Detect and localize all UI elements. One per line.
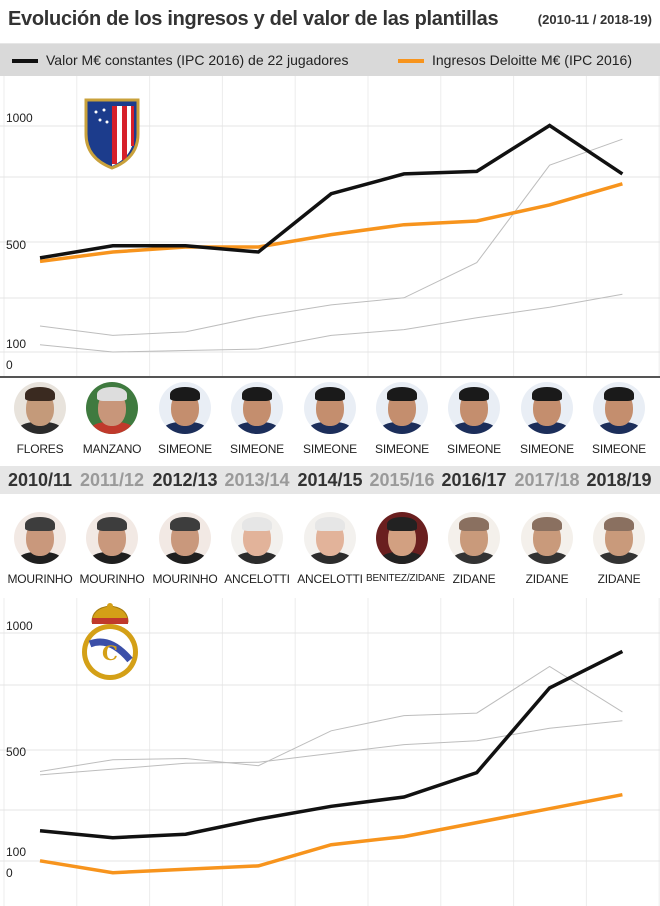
coach-photo-icon [304, 382, 356, 434]
atletico-series-1-line [39, 123, 624, 260]
legend-value-swatch [12, 59, 38, 63]
svg-text:C: C [102, 641, 118, 665]
real-madrid-crest-icon: C [82, 603, 138, 680]
coach-name: ZIDANE [452, 572, 496, 586]
seasons-row: 2010/11 2011/12 2012/13 2013/14 2014/15 2015/… [0, 466, 660, 494]
coach-photo-icon [521, 512, 573, 564]
coach-name: FLORES [16, 442, 64, 456]
coach-name: ANCELOTTI [224, 572, 290, 586]
coach-photo-icon [448, 382, 500, 434]
coach-name: ANCELOTTI [297, 572, 363, 586]
atletico-madrid-crest-icon [84, 98, 140, 170]
atletico-coach-1: FLORES [4, 382, 76, 456]
coach-photo-icon [376, 382, 428, 434]
coach-name: SIMEONE [158, 442, 212, 456]
coach-name: SIMEONE [375, 442, 429, 456]
coach-photo-icon [593, 512, 645, 564]
realmadrid-series-3-line [39, 665, 623, 772]
realmadrid-coach-7: ZIDANE [438, 512, 510, 586]
realmadrid-y-tick-0: 0 [6, 866, 13, 880]
realmadrid-coach-8: ZIDANE [511, 512, 583, 586]
coach-name: SIMEONE [520, 442, 574, 456]
coach-photo-icon [231, 382, 283, 434]
top-divider [0, 376, 660, 378]
atletico-coach-5: SIMEONE [294, 382, 366, 456]
legend: Valor M€ constantes (IPC 2016) de 22 jug… [0, 44, 660, 76]
coach-photo-icon [14, 512, 66, 564]
coach-name: SIMEONE [230, 442, 284, 456]
atletico-y-tick-0: 0 [6, 358, 13, 372]
atletico-coach-4: SIMEONE [221, 382, 293, 456]
realmadrid-chart-svg [0, 598, 660, 906]
chart-subtitle: (2010-11 / 2018-19) [537, 12, 652, 27]
season-label: 2016/17 [441, 470, 507, 490]
chart-title: Evolución de los ingresos y del valor de… [8, 8, 499, 30]
season-label: 2013/14 [224, 470, 290, 490]
season-label: 2012/13 [152, 470, 218, 490]
atletico-y-tick-100: 100 [6, 337, 27, 351]
coach-photo-icon [231, 512, 283, 564]
realmadrid-series-2-line [39, 792, 623, 875]
season-label: 2015/16 [369, 470, 435, 490]
atletico-coach-6: SIMEONE [366, 382, 438, 456]
coach-photo-icon [376, 512, 428, 564]
coach-photo-icon [304, 512, 356, 564]
atletico-coach-8: SIMEONE [511, 382, 583, 456]
realmadrid-y-tick-1000: 1000 [6, 619, 33, 633]
coach-photo-icon [159, 382, 211, 434]
atletico-coach-9: SIMEONE [583, 382, 655, 456]
coach-photo-icon [86, 382, 138, 434]
atletico-chart: 1000 500 100 0 [0, 76, 660, 376]
coach-photo-icon [159, 512, 211, 564]
season-label: 2018/19 [586, 470, 652, 490]
coach-name: ZIDANE [525, 572, 569, 586]
season-label: 2014/15 [297, 470, 363, 490]
realmadrid-coach-2: MOURINHO [76, 512, 148, 586]
realmadrid-chart: 1000 500 100 0 C [0, 598, 660, 906]
season-label: 2011/12 [79, 470, 145, 490]
atletico-coach-7: SIMEONE [438, 382, 510, 456]
coach-photo-icon [448, 512, 500, 564]
atletico-series-3-line [39, 138, 623, 336]
atletico-y-tick-500: 500 [6, 238, 27, 252]
atletico-y-tick-1000: 1000 [6, 111, 33, 125]
realmadrid-series-1-line [39, 649, 624, 840]
coach-name: MOURINHO [7, 572, 73, 586]
season-label: 2010/11 [7, 470, 73, 490]
atletico-series-4-line [39, 293, 623, 353]
realmadrid-coach-6: BENITEZ/ZIDANE [366, 512, 445, 584]
realmadrid-y-tick-500: 500 [6, 745, 27, 759]
coach-photo-icon [14, 382, 66, 434]
realmadrid-coach-3: MOURINHO [149, 512, 221, 586]
realmadrid-coach-9: ZIDANE [583, 512, 655, 586]
season-label: 2017/18 [514, 470, 580, 490]
realmadrid-coach-4: ANCELOTTI [221, 512, 293, 586]
coach-photo-icon [521, 382, 573, 434]
coach-name: BENITEZ/ZIDANE [366, 573, 445, 584]
coach-name: SIMEONE [447, 442, 501, 456]
legend-income-label: Ingresos Deloitte M€ (IPC 2016) [432, 52, 632, 68]
coach-name: SIMEONE [303, 442, 357, 456]
realmadrid-y-tick-100: 100 [6, 845, 27, 859]
atletico-coach-2: MANZANO [76, 382, 148, 456]
coach-name: SIMEONE [592, 442, 646, 456]
legend-income-swatch [398, 59, 424, 63]
realmadrid-coach-5: ANCELOTTI [294, 512, 366, 586]
coach-photo-icon [86, 512, 138, 564]
coach-name: MOURINHO [79, 572, 145, 586]
title-bar: Evolución de los ingresos y del valor de… [0, 0, 660, 44]
coach-photo-icon [593, 382, 645, 434]
atletico-series-2-line [39, 182, 623, 264]
realmadrid-coach-1: MOURINHO [4, 512, 76, 586]
coach-name: MOURINHO [152, 572, 218, 586]
legend-value-label: Valor M€ constantes (IPC 2016) de 22 jug… [46, 52, 349, 68]
atletico-coach-3: SIMEONE [149, 382, 221, 456]
coach-name: MANZANO [82, 442, 142, 456]
realmadrid-series-4-line [39, 720, 623, 776]
coach-name: ZIDANE [597, 572, 641, 586]
